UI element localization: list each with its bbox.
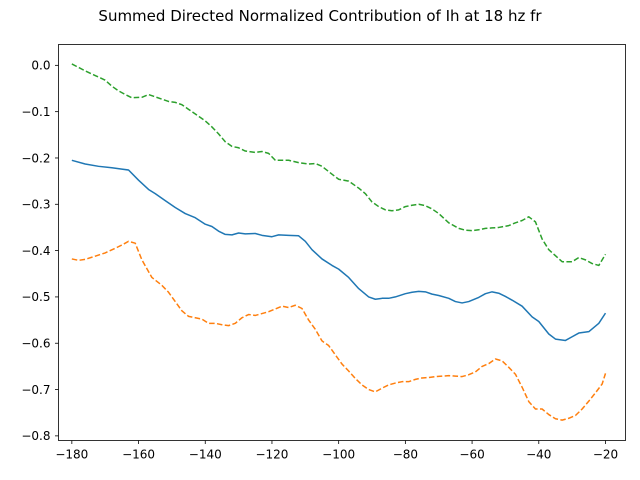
y-tick-label: −0.5 bbox=[21, 290, 50, 304]
x-tick-label: −40 bbox=[526, 448, 551, 462]
x-tick-label: −60 bbox=[459, 448, 484, 462]
y-tick-label: −0.3 bbox=[21, 198, 50, 212]
x-tick-label: −120 bbox=[255, 448, 288, 462]
series-line-3 bbox=[71, 63, 607, 267]
x-tick-label: −160 bbox=[122, 448, 155, 462]
series-line-1 bbox=[71, 159, 607, 342]
x-tick-label: −100 bbox=[322, 448, 355, 462]
y-tick-label: −0.8 bbox=[21, 429, 50, 443]
y-tick-label: −0.1 bbox=[21, 105, 50, 119]
x-tick-label: −140 bbox=[189, 448, 222, 462]
x-tick-label: −80 bbox=[393, 448, 418, 462]
y-tick-label: −0.4 bbox=[21, 244, 50, 258]
y-tick-label: 0.0 bbox=[31, 59, 50, 73]
x-tick-label: −180 bbox=[55, 448, 88, 462]
y-tick-label: −0.7 bbox=[21, 383, 50, 397]
series-line-2 bbox=[71, 240, 607, 421]
chart-title: Summed Directed Normalized Contribution … bbox=[98, 7, 542, 25]
plot-frame bbox=[58, 44, 626, 441]
x-tick-label: −20 bbox=[593, 448, 618, 462]
y-tick-label: −0.2 bbox=[21, 151, 50, 165]
y-tick-label: −0.6 bbox=[21, 337, 50, 351]
